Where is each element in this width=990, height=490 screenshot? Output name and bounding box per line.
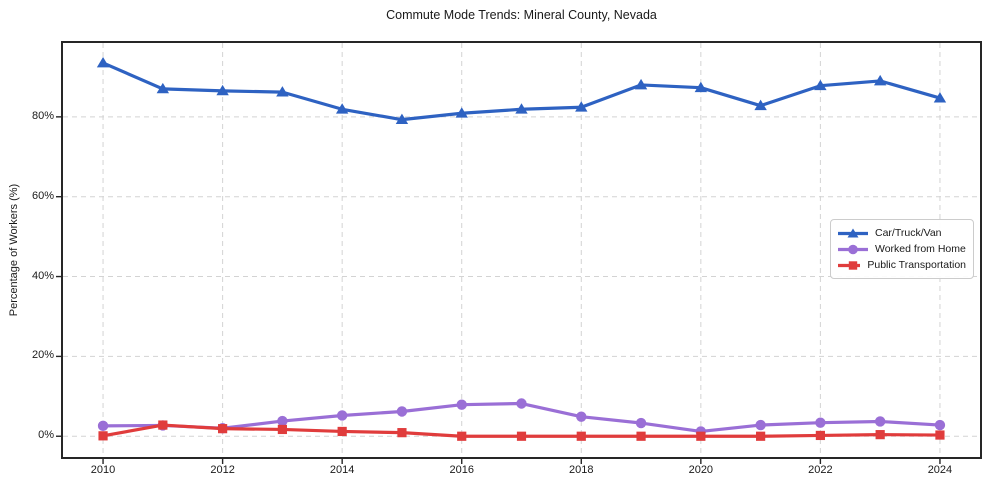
series-worked-from-home-marker — [396, 406, 408, 417]
x-tick-label: 2010 — [90, 464, 116, 476]
series-car-truck-van-marker — [156, 82, 170, 94]
series-public-transportation-marker — [218, 424, 228, 434]
y-tick-label: 80% — [31, 109, 54, 122]
series-public-transportation-marker — [337, 426, 347, 437]
series-car-truck-van-marker — [814, 79, 827, 91]
series-worked-from-home-marker — [934, 419, 946, 431]
series-public-transportation-marker — [98, 431, 108, 441]
series-public-transportation-marker — [756, 431, 766, 441]
x-tick-label: 2022 — [808, 464, 833, 476]
y-tick-label: 60% — [31, 189, 54, 202]
series-worked-from-home-marker — [815, 417, 826, 428]
legend-item: Car/Truck/Van — [838, 225, 966, 241]
legend-item: Worked from Home — [838, 241, 966, 257]
legend-label: Worked from Home — [875, 243, 966, 255]
series-car-truck-van-marker — [933, 92, 947, 103]
series-car-truck-van-marker — [873, 74, 887, 86]
y-tick-label: 20% — [31, 349, 54, 362]
series-worked-from-home-marker — [336, 410, 348, 421]
y-tick-label: 0% — [38, 429, 54, 442]
series-worked-from-home-marker — [277, 415, 288, 427]
triangle-legend-swatch-icon — [838, 228, 868, 237]
x-tick-label: 2016 — [449, 464, 474, 476]
series-worked-from-home-marker — [635, 417, 647, 429]
legend-item: Public Transportation — [838, 257, 966, 273]
series-public-transportation-marker — [696, 431, 706, 441]
x-tick-label: 2012 — [210, 464, 235, 476]
series-public-transportation-marker — [516, 431, 527, 441]
series-public-transportation-marker — [397, 428, 407, 438]
series-car-truck-van-marker — [335, 103, 349, 114]
y-tick-label: 40% — [31, 269, 54, 282]
series-public-transportation-marker — [158, 420, 168, 430]
x-tick-label: 2018 — [569, 464, 594, 476]
circle-legend-swatch-icon — [838, 244, 868, 254]
legend: Car/Truck/Van Worked from Home Public Tran… — [830, 219, 974, 279]
series-worked-from-home-marker — [755, 419, 766, 431]
y-axis-label: Percentage of Workers (%) — [8, 183, 20, 317]
series-public-transportation-marker — [875, 430, 885, 440]
series-car-truck-van-marker — [96, 56, 110, 68]
series-worked-from-home-marker — [516, 398, 527, 409]
series-public-transportation-marker — [457, 431, 467, 441]
x-tick-label: 2024 — [927, 464, 953, 476]
series-public-transportation-marker — [935, 430, 945, 440]
square-legend-swatch-icon — [838, 260, 861, 270]
series-worked-from-home-marker — [456, 399, 467, 410]
series-car-truck-van-marker — [276, 86, 289, 97]
x-tick-label: 2020 — [688, 464, 714, 476]
series-public-transportation-marker — [815, 430, 825, 441]
series-car-truck-van-marker — [515, 103, 528, 114]
x-tick-label: 2014 — [329, 464, 355, 476]
series-car-truck-van-marker — [754, 99, 767, 111]
series-car-truck-van-marker — [575, 101, 588, 112]
series-car-truck-van-marker — [455, 107, 468, 118]
series-public-transportation-marker — [277, 424, 287, 435]
series-worked-from-home-marker — [874, 416, 886, 427]
plot-area — [56, 41, 982, 464]
series-worked-from-home-marker — [576, 411, 587, 422]
series-worked-from-home-marker — [97, 420, 109, 432]
chart-title: Commute Mode Trends: Mineral County, Nev… — [386, 8, 657, 22]
series-public-transportation-marker — [636, 431, 646, 441]
legend-label: Public Transportation — [867, 259, 966, 271]
series-public-transportation-marker — [576, 431, 586, 441]
series-car-truck-van-marker — [216, 84, 229, 96]
series-car-truck-van-marker — [634, 78, 648, 90]
series-car-truck-van-marker — [395, 113, 409, 125]
plot-canvas — [56, 43, 980, 464]
legend-label: Car/Truck/Van — [875, 227, 942, 239]
series-car-truck-van-marker — [694, 81, 708, 93]
